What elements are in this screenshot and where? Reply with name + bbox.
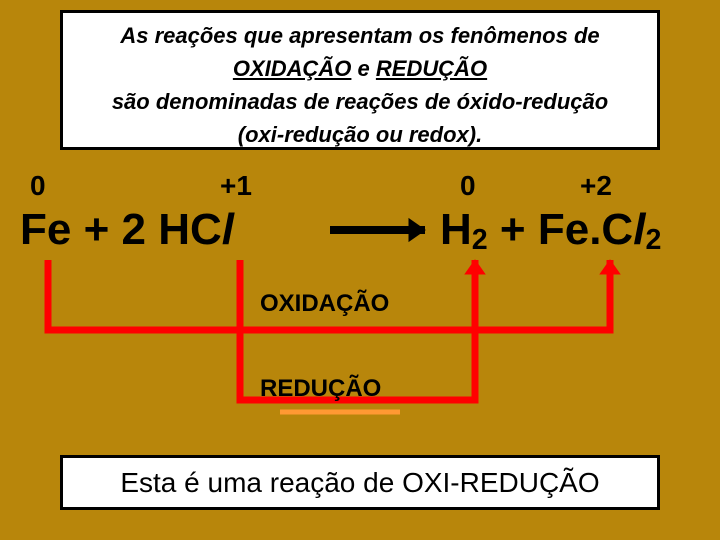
oxidation-label: OXIDAÇÃO [260, 290, 389, 318]
reduction-label: REDUÇÃO [260, 375, 381, 403]
conclusion-text: Esta é uma reação de OXI-REDUÇÃO [120, 467, 599, 499]
equation-lhs: Fe + 2 HCl [20, 205, 234, 255]
definition-reducao: REDUÇÃO [376, 56, 487, 81]
oxidation-number: +2 [580, 170, 612, 202]
definition-box: As reações que apresentam os fenômenos d… [60, 10, 660, 150]
equation-rhs: H2 + Fe.Cl2 [440, 205, 661, 255]
oxidation-number: +1 [220, 170, 252, 202]
definition-e: e [351, 56, 375, 81]
definition-line2: OXIDAÇÃO e REDUÇÃO [73, 52, 647, 85]
definition-oxidacao: OXIDAÇÃO [233, 56, 352, 81]
definition-line3: são denominadas de reações de óxido-redu… [73, 85, 647, 118]
conclusion-box: Esta é uma reação de OXI-REDUÇÃO [60, 455, 660, 510]
oxidation-number: 0 [460, 170, 476, 202]
oxidation-number: 0 [30, 170, 46, 202]
slide-stage: As reações que apresentam os fenômenos d… [0, 0, 720, 540]
definition-line4: (oxi-redução ou redox). [73, 118, 647, 151]
definition-line1: As reações que apresentam os fenômenos d… [73, 19, 647, 52]
